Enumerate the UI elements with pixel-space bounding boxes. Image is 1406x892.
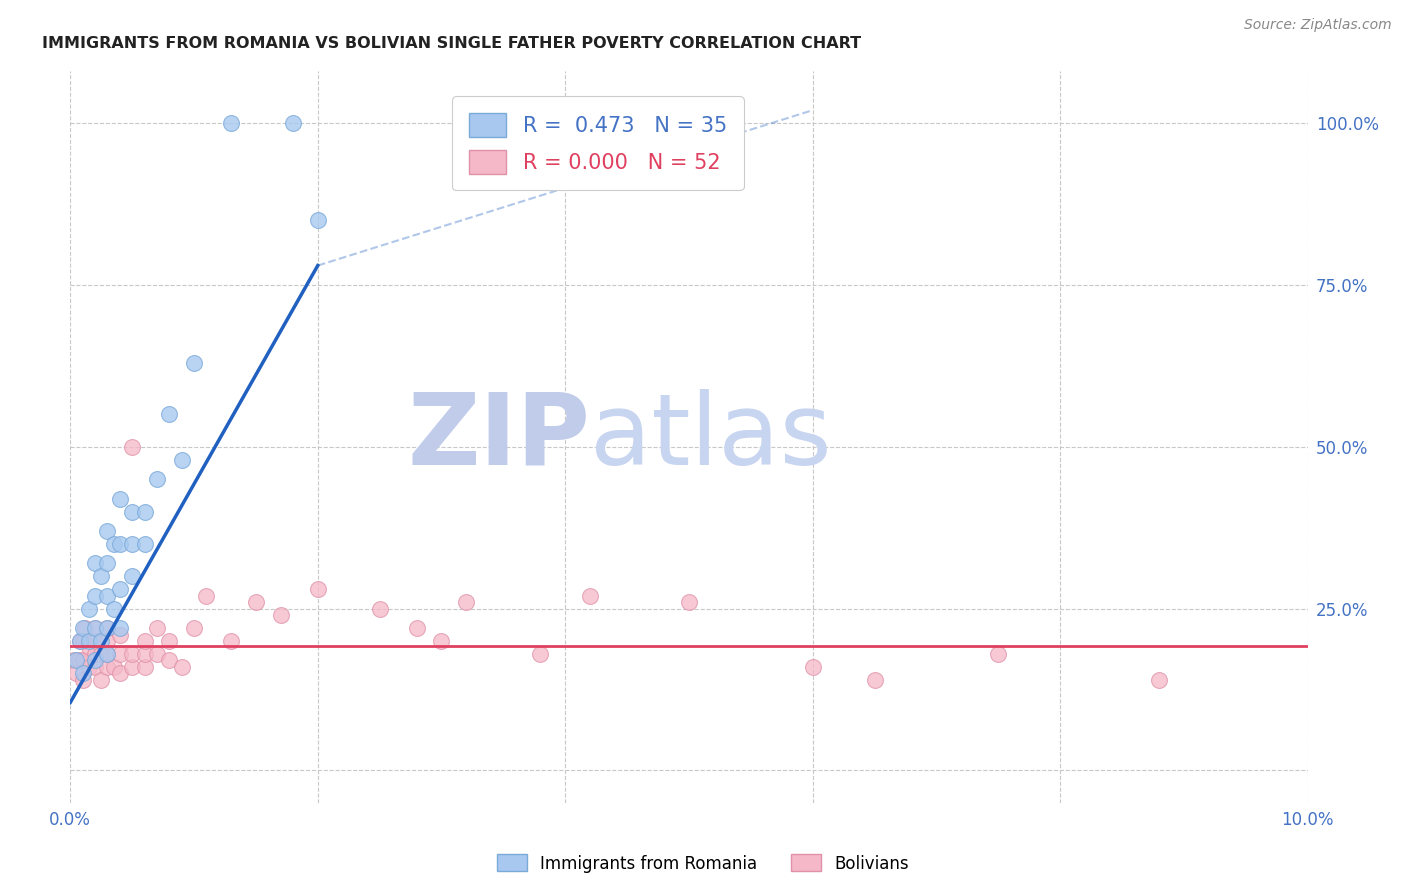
Point xyxy=(63,653,86,667)
Point xyxy=(456,595,478,609)
Point xyxy=(108,621,131,635)
Point xyxy=(108,582,131,597)
Point xyxy=(134,537,156,551)
Point xyxy=(134,504,156,518)
Point xyxy=(146,647,169,661)
Point xyxy=(146,472,169,486)
Point xyxy=(84,647,107,661)
Point xyxy=(134,634,156,648)
Point xyxy=(84,621,107,635)
Point xyxy=(96,621,118,635)
Point xyxy=(219,634,242,648)
Point xyxy=(72,666,94,681)
Legend: Immigrants from Romania, Bolivians: Immigrants from Romania, Bolivians xyxy=(491,847,915,880)
Point xyxy=(72,621,94,635)
Point xyxy=(96,647,118,661)
Point xyxy=(90,569,112,583)
Point xyxy=(77,634,100,648)
Point xyxy=(69,634,91,648)
Point xyxy=(368,601,391,615)
Point xyxy=(270,608,292,623)
Point xyxy=(157,634,180,648)
Point xyxy=(108,537,131,551)
Text: atlas: atlas xyxy=(591,389,831,485)
Point xyxy=(67,653,90,667)
Point xyxy=(108,647,131,661)
Point xyxy=(96,557,118,571)
Point xyxy=(281,116,304,130)
Point xyxy=(863,673,886,687)
Point xyxy=(65,653,87,667)
Point xyxy=(157,653,180,667)
Point xyxy=(96,524,118,538)
Point xyxy=(801,660,824,674)
Point xyxy=(84,653,107,667)
Point xyxy=(121,440,143,454)
Point xyxy=(84,557,107,571)
Point xyxy=(72,634,94,648)
Point xyxy=(96,647,118,661)
Point xyxy=(96,660,118,674)
Point xyxy=(170,452,193,467)
Point xyxy=(84,589,107,603)
Point xyxy=(134,660,156,674)
Point xyxy=(430,634,453,648)
Point xyxy=(678,595,700,609)
Point xyxy=(121,660,143,674)
Point xyxy=(90,647,112,661)
Point xyxy=(146,621,169,635)
Point xyxy=(307,582,329,597)
Text: Source: ZipAtlas.com: Source: ZipAtlas.com xyxy=(1244,18,1392,32)
Point xyxy=(65,666,87,681)
Point xyxy=(84,660,107,674)
Point xyxy=(157,408,180,422)
Point xyxy=(405,621,427,635)
Point xyxy=(90,634,112,648)
Point xyxy=(108,666,131,681)
Point xyxy=(245,595,267,609)
Point xyxy=(72,673,94,687)
Point xyxy=(96,589,118,603)
Point xyxy=(183,356,205,370)
Point xyxy=(579,589,602,603)
Point xyxy=(195,589,218,603)
Point xyxy=(1147,673,1170,687)
Point xyxy=(77,660,100,674)
Point xyxy=(69,634,91,648)
Text: ZIP: ZIP xyxy=(408,389,591,485)
Point xyxy=(121,537,143,551)
Point xyxy=(84,621,107,635)
Point xyxy=(90,673,112,687)
Point xyxy=(108,627,131,641)
Point xyxy=(75,621,97,635)
Point xyxy=(307,213,329,227)
Point xyxy=(96,621,118,635)
Legend: R =  0.473   N = 35, R = 0.000   N = 52: R = 0.473 N = 35, R = 0.000 N = 52 xyxy=(451,96,744,190)
Point xyxy=(219,116,242,130)
Text: IMMIGRANTS FROM ROMANIA VS BOLIVIAN SINGLE FATHER POVERTY CORRELATION CHART: IMMIGRANTS FROM ROMANIA VS BOLIVIAN SING… xyxy=(42,36,862,51)
Point xyxy=(77,601,100,615)
Point xyxy=(77,640,100,655)
Point xyxy=(72,653,94,667)
Point xyxy=(103,660,125,674)
Point xyxy=(121,504,143,518)
Point xyxy=(103,601,125,615)
Point xyxy=(84,634,107,648)
Point xyxy=(183,621,205,635)
Point xyxy=(121,647,143,661)
Point xyxy=(103,537,125,551)
Point xyxy=(96,634,118,648)
Point xyxy=(121,569,143,583)
Point xyxy=(987,647,1010,661)
Point xyxy=(108,491,131,506)
Point xyxy=(529,647,551,661)
Point xyxy=(170,660,193,674)
Point xyxy=(134,647,156,661)
